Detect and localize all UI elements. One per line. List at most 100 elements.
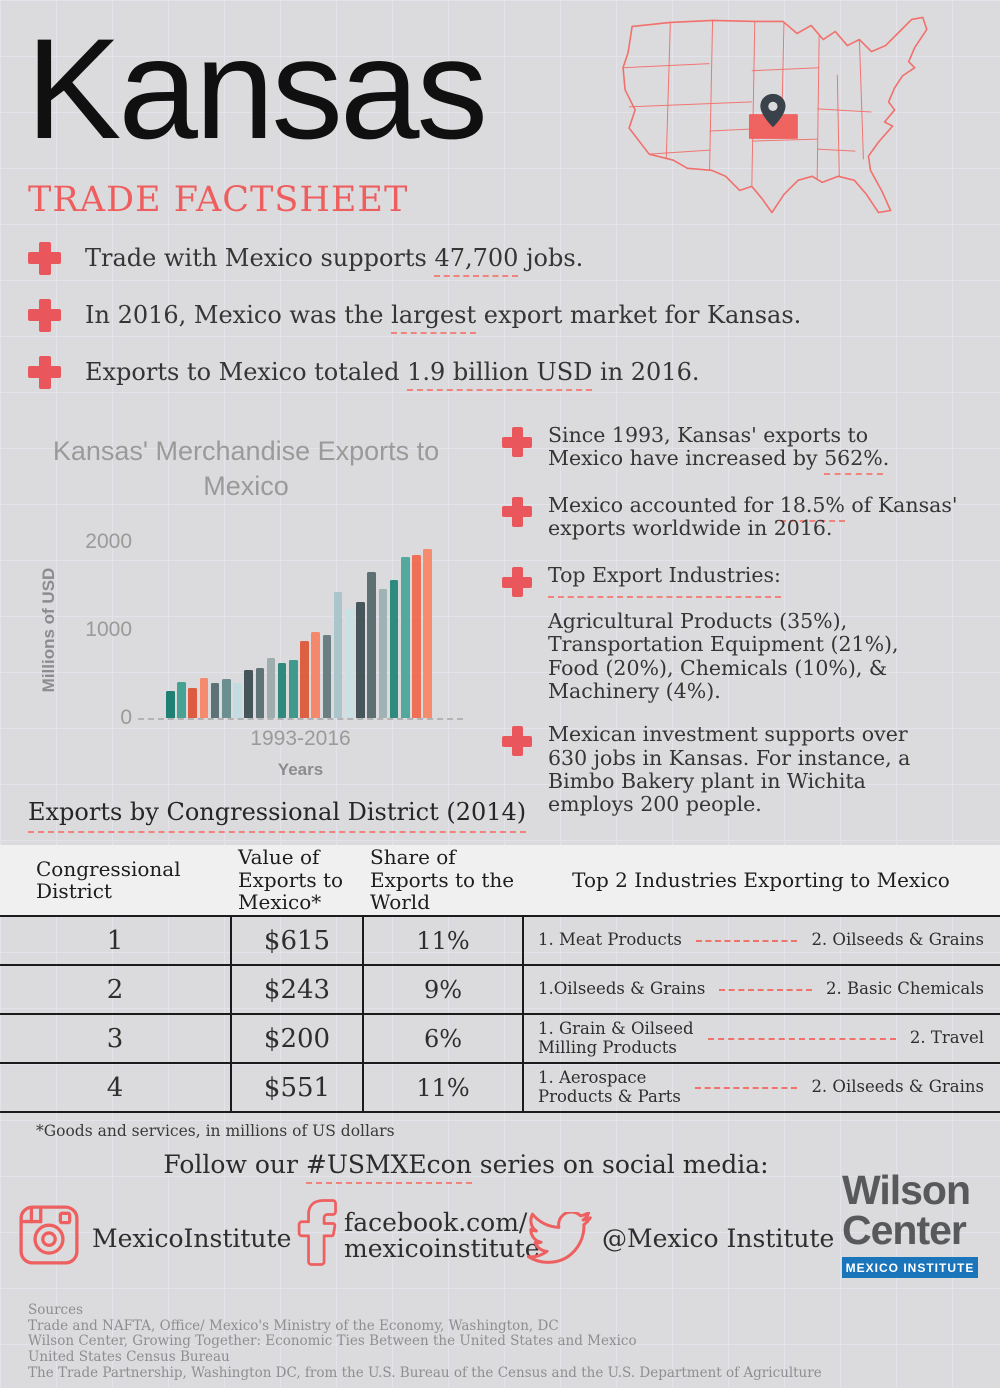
bar-2011 xyxy=(367,572,376,718)
y-axis-label: Millions of USD xyxy=(39,567,58,693)
bar-2001 xyxy=(255,668,265,718)
bar-2004 xyxy=(289,660,298,718)
fact-text: Top Export Industries: Agricultural Prod… xyxy=(548,564,924,703)
follow-text: Follow our #USMXEcon series on social me… xyxy=(0,1150,932,1184)
industries-cell: 1.Oilseeds & Grains 2. Basic Chemicals xyxy=(522,966,1000,1013)
fact-top-industries: Top Export Industries: Agricultural Prod… xyxy=(502,564,988,703)
industry-1: 1. Grain & Oilseed Milling Products xyxy=(538,1019,694,1057)
x-axis-line xyxy=(138,718,463,720)
share-cell: 9% xyxy=(362,966,522,1013)
plus-icon xyxy=(502,496,532,527)
highlighted-value: largest xyxy=(391,301,477,334)
top-industries-list: Agricultural Products (35%), Transportat… xyxy=(548,608,899,703)
dashed-connector xyxy=(719,988,813,991)
us-outline xyxy=(622,16,928,214)
logo-line-2: Center xyxy=(842,1207,967,1254)
share-cell: 6% xyxy=(362,1015,522,1062)
bar-2010 xyxy=(356,602,365,718)
bar-1994 xyxy=(177,682,186,718)
y-tick-2000: 2000 xyxy=(85,530,132,553)
value-cell: $615 xyxy=(230,917,362,964)
bar-2000 xyxy=(244,670,253,718)
facebook-handle[interactable]: facebook.com/ mexicoinstitute xyxy=(344,1208,540,1264)
highlighted-value: 47,700 xyxy=(434,244,519,277)
fact-text: In 2016, Mexico was the largest export m… xyxy=(85,301,801,334)
value-cell: $551 xyxy=(230,1064,362,1111)
value-cell: $243 xyxy=(230,966,362,1013)
chart-title: Kansas' Merchandise Exports to Mexico xyxy=(52,436,440,502)
bar-2013 xyxy=(389,580,399,718)
bar-2005 xyxy=(300,641,309,718)
district-cell: 3 xyxy=(106,1023,124,1054)
table-row: 1 $615 11% 1. Meat Products 2. Oilseeds … xyxy=(0,915,1000,964)
fact-export-share: Mexico accounted for 18.5% of Kansas' ex… xyxy=(502,492,988,541)
bar-1993 xyxy=(166,691,175,718)
logo-line-1: Wilson xyxy=(842,1167,971,1213)
table-footnote: *Goods and services, in millions of US d… xyxy=(36,1122,395,1140)
side-facts: Since 1993, Kansas' exports to Mexico ha… xyxy=(502,423,988,817)
top-industries-heading: Top Export Industries: xyxy=(548,564,781,598)
table-row: 4 $551 11% 1. Aerospace Products & Parts … xyxy=(0,1062,1000,1113)
instagram-icon[interactable] xyxy=(18,1204,80,1266)
industries-cell: 1. Aerospace Products & Parts 2. Oilseeds… xyxy=(522,1064,1000,1111)
bar-2009 xyxy=(345,609,354,718)
industries-cell: 1. Meat Products 2. Oilseeds & Grains xyxy=(522,917,1000,964)
value-cell: $200 xyxy=(230,1015,362,1062)
plus-icon xyxy=(502,726,532,757)
bar-1997 xyxy=(210,683,220,718)
exports-bar-chart: Kansas' Merchandise Exports to Mexico Mi… xyxy=(28,428,493,788)
header-top-industries: Top 2 Industries Exporting to Mexico xyxy=(572,867,950,892)
header-world-share: Share of Exports to the World xyxy=(370,845,515,915)
page-title: Kansas xyxy=(26,10,488,169)
wilson-center-logo: Wilson Center MEXICO INSTITUTE xyxy=(842,1167,992,1279)
chart-bars xyxy=(166,541,432,718)
industry-1: 1.Oilseeds & Grains xyxy=(538,979,706,999)
table-header-row: Congressional District Value of Exports … xyxy=(0,845,1000,915)
plus-icon xyxy=(28,241,61,275)
bar-2015 xyxy=(412,555,421,718)
us-map xyxy=(622,16,928,214)
industry-1: 1. Aerospace Products & Parts xyxy=(538,1068,681,1106)
social-row: MexicoInstitute facebook.com/ mexicoinst… xyxy=(0,1196,1000,1286)
plus-icon xyxy=(28,355,61,389)
table-row: 2 $243 9% 1.Oilseeds & Grains 2. Basic C… xyxy=(0,964,1000,1013)
dashed-connector xyxy=(707,1037,896,1040)
fact-text: Trade with Mexico supports 47,700 jobs. xyxy=(85,244,583,277)
twitter-icon[interactable] xyxy=(527,1212,593,1267)
bar-2002 xyxy=(266,658,276,718)
bar-2007 xyxy=(322,635,332,718)
page-subtitle: TRADE FACTSHEET xyxy=(28,180,409,220)
highlighted-value: 1.9 billion USD xyxy=(407,358,593,391)
x-axis-label: Years xyxy=(277,760,324,779)
header-congressional-district: Congressional District xyxy=(36,856,181,903)
share-cell: 11% xyxy=(362,917,522,964)
key-facts: Trade with Mexico supports 47,700 jobs. … xyxy=(28,238,958,409)
fact-export-growth: Since 1993, Kansas' exports to Mexico ha… xyxy=(502,423,988,476)
bar-2003 xyxy=(277,663,287,718)
source-line: Wilson Center, Growing Together: Economi… xyxy=(28,1333,637,1350)
bar-1996 xyxy=(199,678,209,718)
y-tick-0: 0 xyxy=(120,706,132,729)
plus-icon xyxy=(28,298,61,332)
dashed-underline xyxy=(28,831,527,833)
sources-heading: Sources xyxy=(28,1302,84,1318)
district-cell: 4 xyxy=(106,1072,124,1103)
twitter-handle[interactable]: @Mexico Institute xyxy=(602,1224,835,1253)
instagram-handle[interactable]: MexicoInstitute xyxy=(92,1224,292,1253)
header-export-value: Value of Exports to Mexico* xyxy=(238,845,344,915)
fact-text: Mexican investment supports over 630 job… xyxy=(548,722,911,817)
share-cell: 11% xyxy=(362,1064,522,1111)
plus-icon xyxy=(502,427,532,457)
fact-largest-market: In 2016, Mexico was the largest export m… xyxy=(28,295,958,335)
facebook-icon[interactable] xyxy=(297,1198,339,1268)
bar-2014 xyxy=(400,557,410,718)
kansas-pin-icon xyxy=(760,93,786,128)
bar-1999 xyxy=(233,683,242,718)
industry-2: 2. Basic Chemicals xyxy=(826,979,984,999)
x-axis-range: 1993-2016 xyxy=(250,727,351,750)
bar-1998 xyxy=(221,679,231,718)
source-line: United States Census Bureau xyxy=(28,1348,230,1365)
mexico-institute-badge: MEXICO INSTITUTE xyxy=(842,1257,978,1279)
fact-text: Exports to Mexico totaled 1.9 billion US… xyxy=(85,358,700,391)
industries-cell: 1. Grain & Oilseed Milling Products 2. Tr… xyxy=(522,1015,1000,1062)
